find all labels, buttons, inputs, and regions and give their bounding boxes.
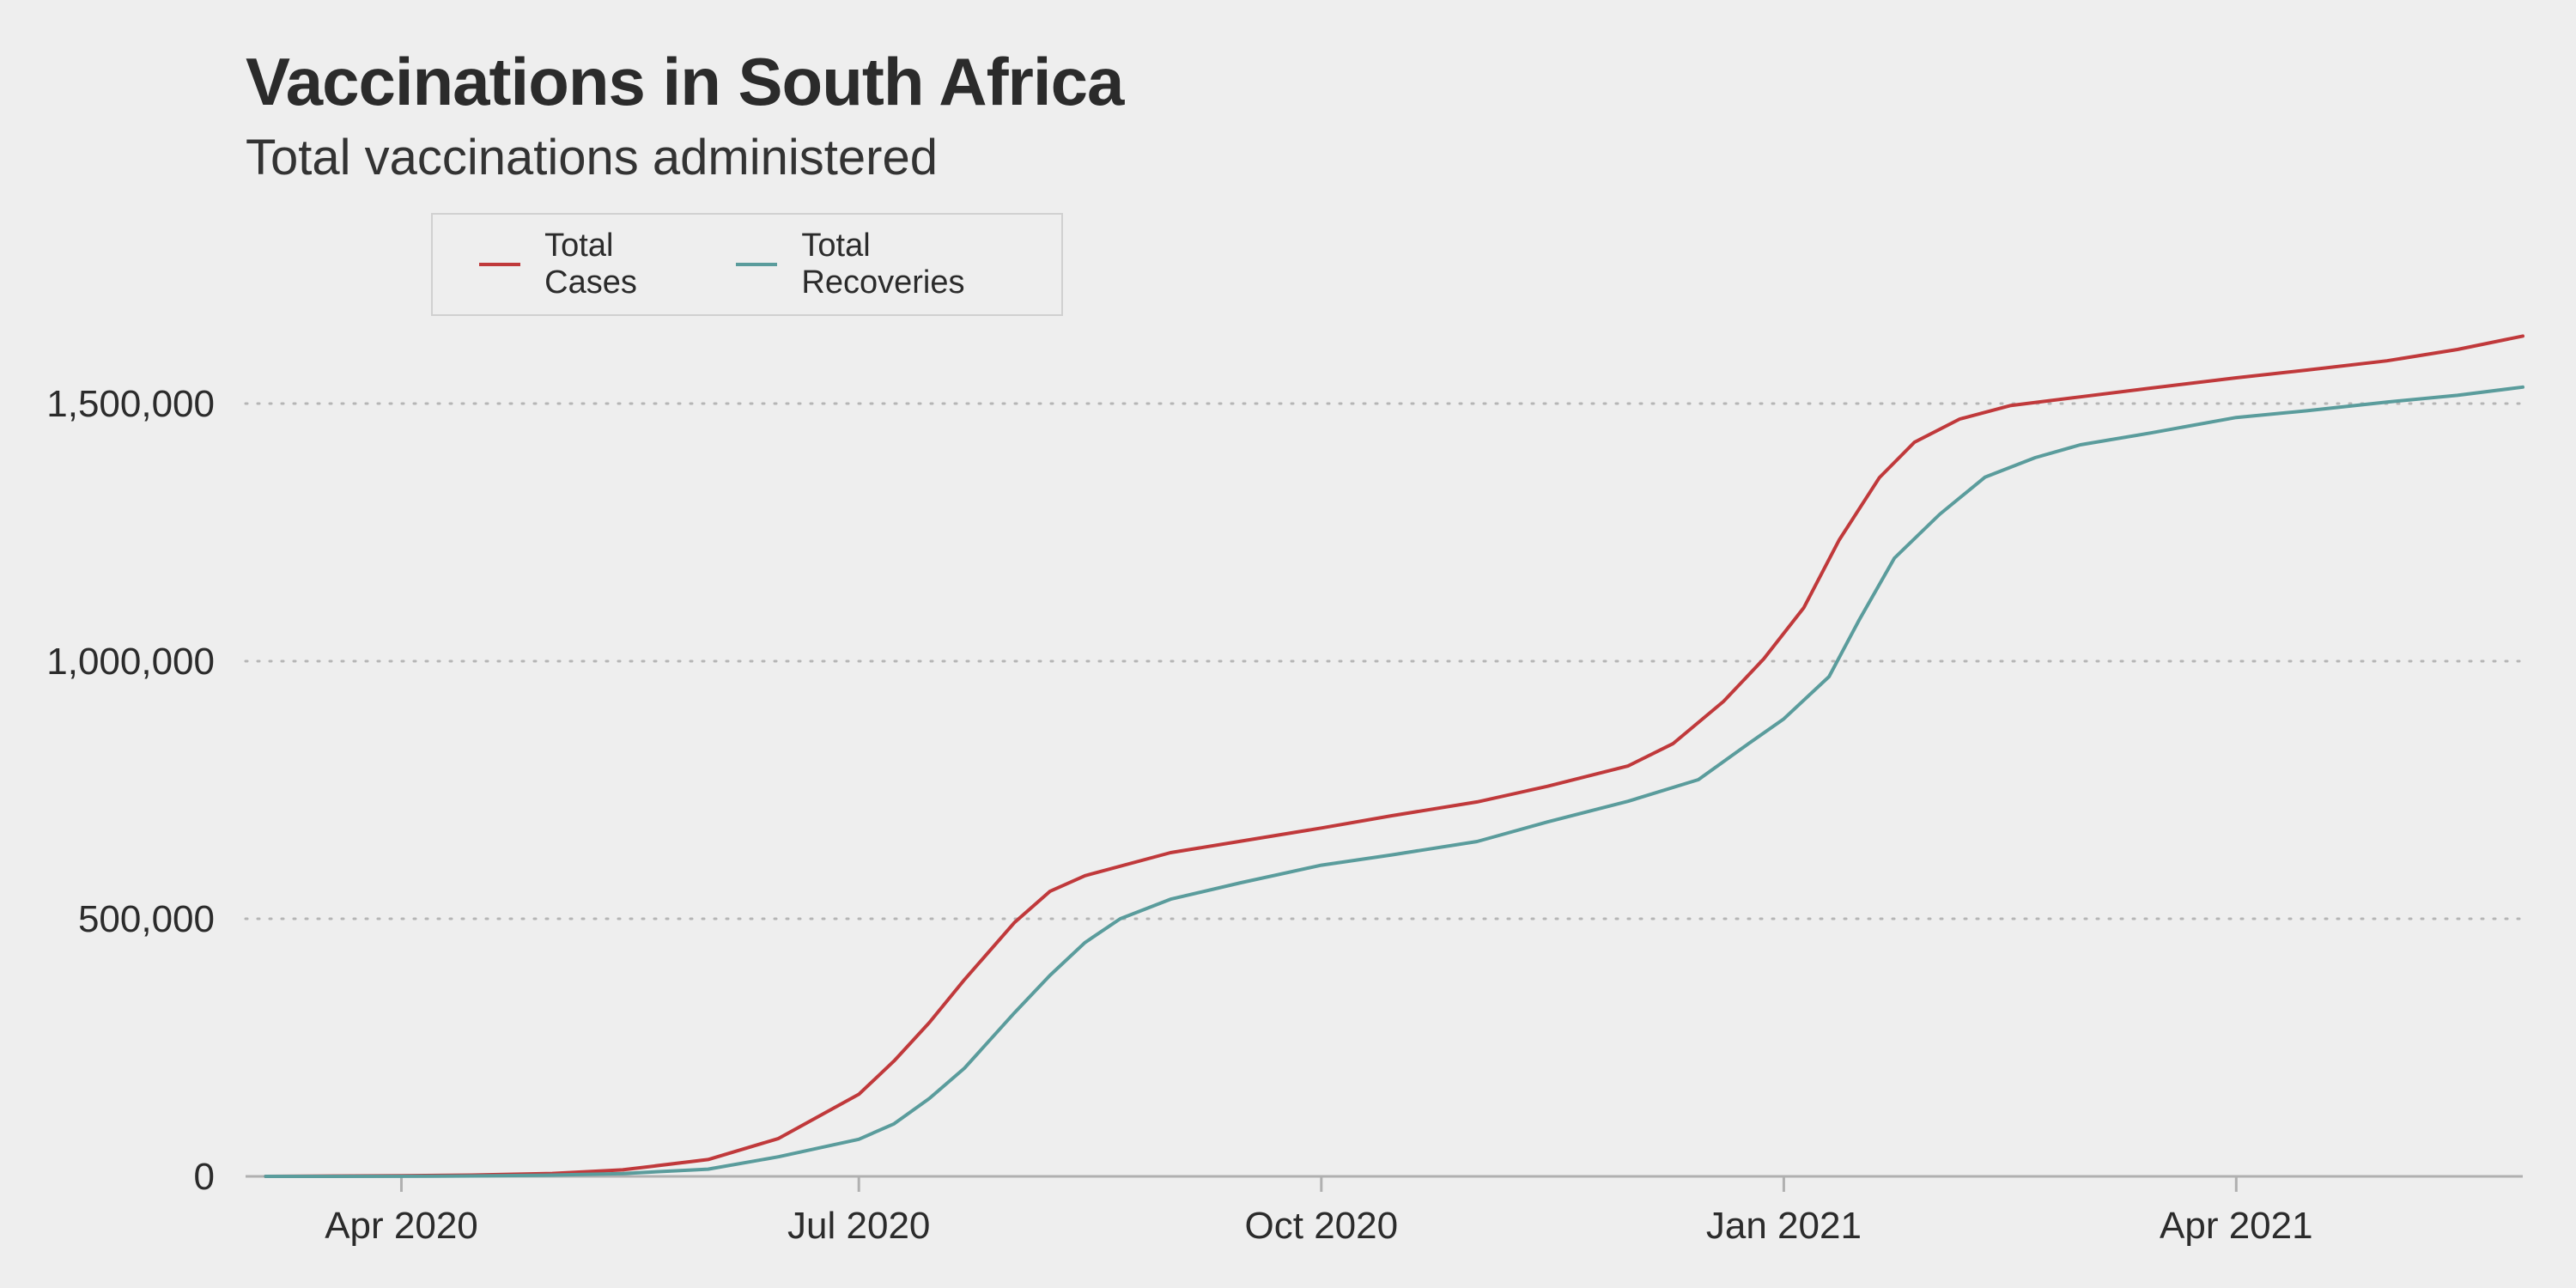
grid-lines	[244, 402, 2524, 920]
x-tick-label: Jan 2021	[1706, 1205, 1862, 1247]
x-tick-label: Apr 2020	[325, 1205, 478, 1247]
legend-item-total-cases[interactable]: Total Cases	[479, 228, 708, 301]
legend: Total Cases Total Recoveries	[431, 213, 1063, 316]
legend-swatch-total-cases	[479, 263, 521, 266]
series-line-total-recoveries	[264, 385, 2524, 1178]
series-line-total-cases	[264, 334, 2524, 1178]
legend-swatch-total-recoveries	[736, 263, 778, 266]
legend-item-total-recoveries[interactable]: Total Recoveries	[736, 228, 1034, 301]
y-tick-label: 0	[194, 1156, 215, 1198]
chart-title: Vaccinations in South Africa	[246, 44, 1124, 119]
x-tick-label: Apr 2021	[2160, 1205, 2313, 1247]
y-tick-label: 500,000	[78, 898, 215, 940]
chart-subtitle: Total vaccinations administered	[246, 130, 938, 185]
y-tick-label: 1,500,000	[46, 383, 215, 425]
legend-label-total-cases: Total Cases	[544, 228, 637, 301]
legend-label-total-recoveries: Total Recoveries	[801, 228, 965, 301]
x-axis: Apr 2020 Jul 2020 Oct 2020 Jan 2021 Apr 2021	[246, 1175, 2523, 1247]
y-axis: 0 500,000 1,000,000 1,500,000	[46, 383, 215, 1198]
x-tick-label: Jul 2020	[787, 1205, 930, 1247]
x-tick-label: Oct 2020	[1245, 1205, 1399, 1247]
y-tick-label: 1,000,000	[46, 641, 215, 683]
series-lines	[264, 334, 2524, 1178]
